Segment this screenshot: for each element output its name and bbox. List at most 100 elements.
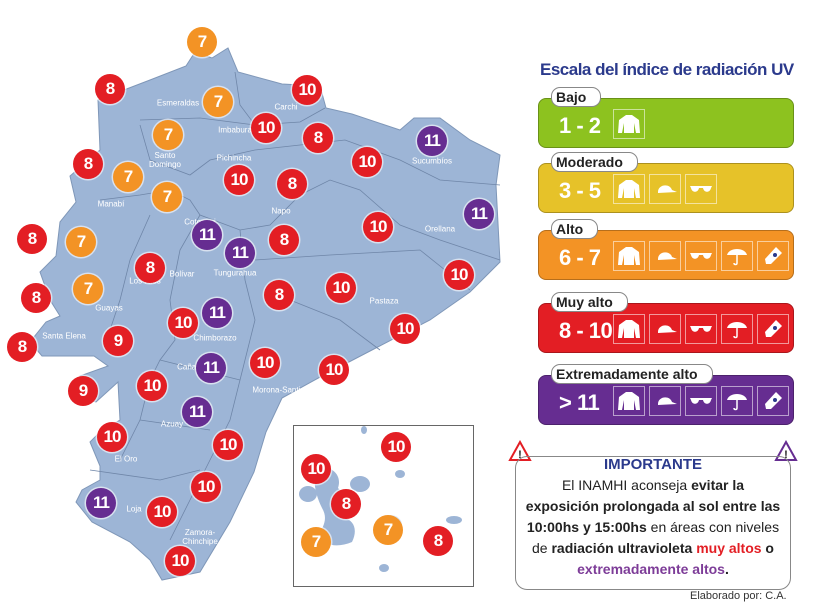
sunglasses-icon	[685, 241, 717, 271]
uv-marker: 10	[137, 371, 167, 401]
province-label: Santa Elena	[42, 331, 86, 341]
province-label: Carchi	[274, 102, 298, 112]
uv-marker: 9	[68, 376, 98, 406]
galapagos-uv-marker: 7	[373, 515, 403, 545]
uv-marker: 8	[135, 253, 165, 283]
province-label: Esmeraldas	[156, 98, 200, 108]
province-label: Sucumbíos	[411, 156, 453, 166]
province-label: Orellana	[424, 224, 456, 234]
uv-marker: 7	[187, 27, 217, 57]
uv-marker: 10	[191, 472, 221, 502]
uv-marker: 10	[363, 212, 393, 242]
level-name: Extremadamente alto	[551, 364, 713, 384]
uv-level-muy-alto: Muy alto 8 - 10	[538, 292, 794, 353]
sunscreen-icon	[757, 314, 789, 344]
uv-marker: 10	[251, 113, 281, 143]
cap-icon	[649, 314, 681, 344]
level-range: 6 - 7	[559, 245, 601, 270]
uv-marker: 8	[269, 225, 299, 255]
uv-marker: 10	[352, 147, 382, 177]
uv-marker: 7	[66, 227, 96, 257]
ecuador-uv-map: Esmeraldas Carchi Imbabura Santo Domingo Pic…	[7, 27, 501, 587]
shirt-icon	[613, 241, 645, 271]
uv-level-alto: Alto 6 - 7	[538, 219, 794, 280]
uv-marker: 11	[464, 199, 494, 229]
notice-purple: extremadamente altos	[577, 561, 725, 577]
level-name: Alto	[551, 219, 599, 239]
province-label: Zamora- Chinchipe	[182, 528, 218, 546]
province-label: Napo	[271, 206, 291, 216]
uv-marker: 10	[319, 355, 349, 385]
level-range: 1 - 2	[559, 113, 601, 138]
shirt-icon	[613, 109, 645, 139]
uv-level-extremadamente-alto: Extremadamente alto > 11	[538, 364, 794, 425]
galapagos-uv-marker: 8	[423, 526, 453, 556]
notice-text: El INAMHI aconseja	[561, 477, 692, 493]
level-range: 3 - 5	[559, 178, 601, 203]
cap-icon	[649, 241, 681, 271]
shirt-icon	[613, 174, 645, 204]
sunscreen-icon	[757, 241, 789, 271]
svg-text:!: !	[518, 449, 522, 461]
uv-marker: 11	[196, 353, 226, 383]
uv-marker: 10	[165, 546, 195, 576]
uv-marker: 8	[21, 283, 51, 313]
province-label: Chimborazo	[193, 333, 237, 343]
province-label: Cañar	[177, 362, 199, 372]
uv-marker: 11	[225, 238, 255, 268]
level-range: > 11	[559, 390, 600, 415]
uv-marker: 11	[192, 220, 222, 250]
uv-marker: 7	[113, 162, 143, 192]
important-text: El INAMHI aconseja evitar la exposición …	[516, 475, 790, 580]
uv-marker: 10	[390, 314, 420, 344]
notice-red: muy altos	[696, 540, 762, 556]
uv-marker: 8	[264, 280, 294, 310]
notice-text: o	[761, 540, 774, 556]
uv-marker: 10	[250, 348, 280, 378]
notice-text: en áreas con niveles de	[532, 519, 780, 556]
level-range: 8 - 10	[559, 318, 613, 343]
notice-bold: evitar la exposición prolongada al sol e…	[525, 477, 781, 535]
uv-marker: 10	[326, 273, 356, 303]
cap-icon	[649, 386, 681, 416]
province-label: Tungurahua	[213, 268, 257, 278]
sunglasses-icon	[685, 174, 717, 204]
level-name: Bajo	[551, 87, 602, 107]
uv-marker: 10	[224, 165, 254, 195]
cap-icon	[649, 174, 681, 204]
uv-marker: 8	[7, 332, 37, 362]
svg-text:!: !	[784, 449, 788, 461]
uv-marker: 10	[97, 422, 127, 452]
galapagos-uv-marker: 10	[381, 432, 411, 462]
province-label: Guayas	[95, 303, 123, 313]
sunglasses-icon	[685, 386, 717, 416]
uv-marker: 8	[303, 123, 333, 153]
important-title: IMPORTANTE	[603, 456, 703, 473]
level-name: Moderado	[551, 152, 638, 172]
province-label: Bolívar	[169, 269, 195, 279]
uv-marker: 10	[213, 430, 243, 460]
umbrella-icon	[721, 386, 753, 416]
uv-marker: 8	[17, 224, 47, 254]
uv-level-bajo: Bajo 1 - 2	[538, 87, 794, 148]
uv-marker: 7	[152, 182, 182, 212]
credit: Elaborado por: C.A.	[690, 590, 787, 602]
province-label: El Oro	[114, 454, 138, 464]
province-label: Pastaza	[369, 296, 399, 306]
uv-marker: 7	[203, 87, 233, 117]
province-label: Santo Domingo	[148, 151, 182, 169]
uv-marker: 11	[86, 488, 116, 518]
sunglasses-icon	[685, 314, 717, 344]
galapagos-uv-marker: 8	[331, 489, 361, 519]
uv-marker: 11	[202, 298, 232, 328]
province-label: Imbabura	[218, 125, 252, 135]
province-label: Loja	[126, 504, 142, 514]
province-label: Morona-Santiago	[252, 385, 314, 395]
uv-level-moderado: Moderado 3 - 5	[538, 152, 794, 213]
uv-marker: 8	[73, 149, 103, 179]
uv-marker: 9	[103, 326, 133, 356]
legend-title: Escala del índice de radiación UV	[540, 60, 794, 79]
uv-marker: 7	[73, 274, 103, 304]
notice-bold: radiación ultravioleta	[551, 540, 693, 556]
level-name: Muy alto	[551, 292, 628, 312]
